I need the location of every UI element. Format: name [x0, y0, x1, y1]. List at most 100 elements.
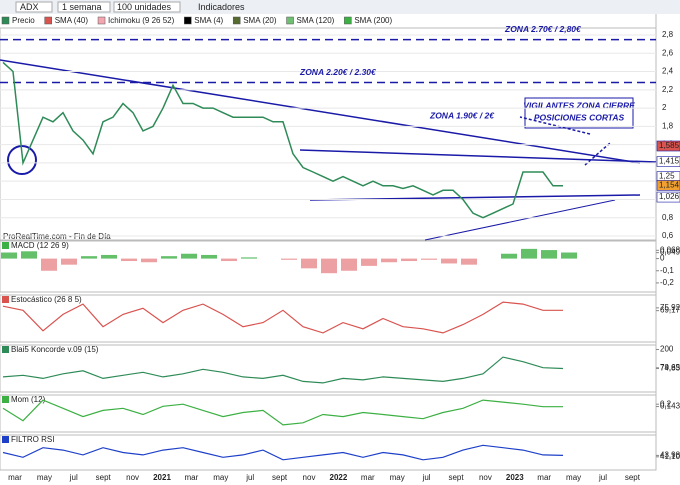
- histogram-bar: [181, 253, 197, 259]
- price-tag-label: 1,415: [659, 157, 680, 166]
- histogram-bar: [381, 258, 397, 263]
- indicators-button[interactable]: Indicadores: [198, 2, 245, 12]
- trendline: [299, 149, 657, 163]
- symbol-box[interactable]: [15, 1, 53, 13]
- period[interactable]: 1 semana: [62, 2, 102, 12]
- panel-axis-label: 79,65: [660, 363, 680, 372]
- y-tick-label: 2,2: [662, 85, 674, 94]
- indicator-line: [2, 444, 564, 461]
- trendline: [0, 59, 641, 164]
- x-tick-label: 2021: [153, 473, 171, 482]
- panel-title-bg: [2, 436, 9, 443]
- x-tick-label: jul: [598, 473, 607, 482]
- histogram-bar: [341, 258, 357, 271]
- panel-axis-label: -0,1: [660, 266, 674, 275]
- panel-axis-label: 75,92: [660, 303, 680, 312]
- panel-axis-label: -0,2: [660, 278, 674, 287]
- indicator-line: [2, 356, 564, 384]
- price-tag-label: 1,25: [659, 172, 675, 181]
- histogram-bar: [221, 258, 237, 262]
- histogram-bar: [41, 258, 57, 271]
- arrow: [519, 116, 591, 135]
- panel-title: MACD (12 26 9): [11, 241, 69, 250]
- x-tick-label: 2023: [506, 473, 524, 482]
- histogram-bar: [281, 258, 297, 260]
- price-tag: [656, 156, 680, 167]
- x-tick-label: sept: [272, 473, 288, 482]
- histogram-bar: [61, 258, 77, 265]
- x-tick-label: nov: [126, 473, 139, 482]
- histogram-bar: [421, 258, 437, 260]
- panel-axis-label: 0,068: [660, 245, 680, 254]
- y-tick-label: 2,6: [662, 48, 674, 57]
- legend-label: Precio: [12, 16, 35, 25]
- histogram-bar: [241, 257, 257, 259]
- legend-label: SMA (4): [194, 16, 223, 25]
- price-tag-label: 1,026: [659, 192, 680, 201]
- legend-swatch: [97, 16, 106, 25]
- legend-label: SMA (120): [297, 16, 335, 25]
- legend-label: SMA (40): [55, 16, 89, 25]
- price-tag: [656, 180, 680, 191]
- callout-line: VIGILANTES ZONA CIERRE: [523, 100, 635, 110]
- panel-axis-label: 74,83: [660, 364, 680, 373]
- symbol[interactable]: ADX: [20, 2, 39, 12]
- price-tag: [656, 191, 680, 203]
- x-tick-label: sept: [625, 473, 641, 482]
- callout-box: [524, 97, 634, 129]
- panel-title-bg: [2, 346, 9, 353]
- panel-title-bg: [2, 296, 9, 303]
- y-tick-label: 2,8: [662, 30, 674, 39]
- panel-title-bg: [2, 396, 9, 403]
- x-tick-label: may: [390, 473, 405, 482]
- histogram-bar: [541, 250, 557, 259]
- histogram-bar: [161, 256, 177, 259]
- histogram-bar: [501, 253, 517, 259]
- histogram-bar: [121, 258, 137, 262]
- histogram-bar: [441, 258, 457, 264]
- price-tag: [656, 140, 680, 152]
- panel-title: Estocástico (26 8 5): [11, 295, 82, 304]
- histogram-bar: [301, 258, 317, 269]
- x-tick-label: mar: [537, 473, 551, 482]
- x-tick-label: mar: [8, 473, 22, 482]
- x-tick-label: jul: [245, 473, 254, 482]
- legend-swatch: [286, 16, 294, 25]
- legend-label: SMA (200): [354, 16, 392, 25]
- histogram-bar: [461, 258, 477, 265]
- panel-frame: [0, 434, 657, 471]
- source: ProRealTime.com - Fin de Día: [3, 232, 111, 241]
- legend-swatch: [184, 16, 192, 25]
- x-tick-label: sept: [448, 473, 464, 482]
- period-box[interactable]: [57, 1, 111, 13]
- x-tick-label: may: [37, 473, 52, 482]
- price-line: [2, 61, 563, 219]
- legend-label: Ichimoku (9 26 52): [108, 16, 175, 25]
- panel-axis-label: 69,17: [660, 306, 680, 315]
- panel-frame: [0, 394, 657, 433]
- panel-axis-label: 0,2: [660, 399, 672, 408]
- panel-axis-label: 200: [660, 345, 674, 354]
- units[interactable]: 100 unidades: [117, 2, 172, 12]
- panel-title: Mom (12): [11, 395, 46, 404]
- x-tick-label: jul: [422, 473, 431, 482]
- legend-swatch: [44, 16, 52, 25]
- x-tick-label: nov: [479, 473, 492, 482]
- y-tick-label: 1,8: [662, 121, 674, 130]
- legend-swatch: [232, 16, 241, 25]
- panel-axis-label: 0,143: [660, 402, 680, 411]
- histogram-bar: [141, 258, 157, 263]
- panel-title-bg: [2, 242, 9, 249]
- trendline: [424, 199, 616, 241]
- histogram-bar: [201, 254, 217, 259]
- x-tick-label: nov: [303, 473, 316, 482]
- units-box[interactable]: [113, 1, 181, 13]
- x-tick-label: mar: [361, 473, 375, 482]
- panel-frame: [0, 294, 657, 343]
- panel-title: Blai5 Koncorde v.09 (15): [11, 345, 99, 354]
- x-tick-label: 2022: [330, 473, 348, 482]
- arrow: [584, 142, 611, 166]
- highlight-circle: [7, 145, 37, 175]
- y-tick-label: 0,8: [662, 213, 674, 222]
